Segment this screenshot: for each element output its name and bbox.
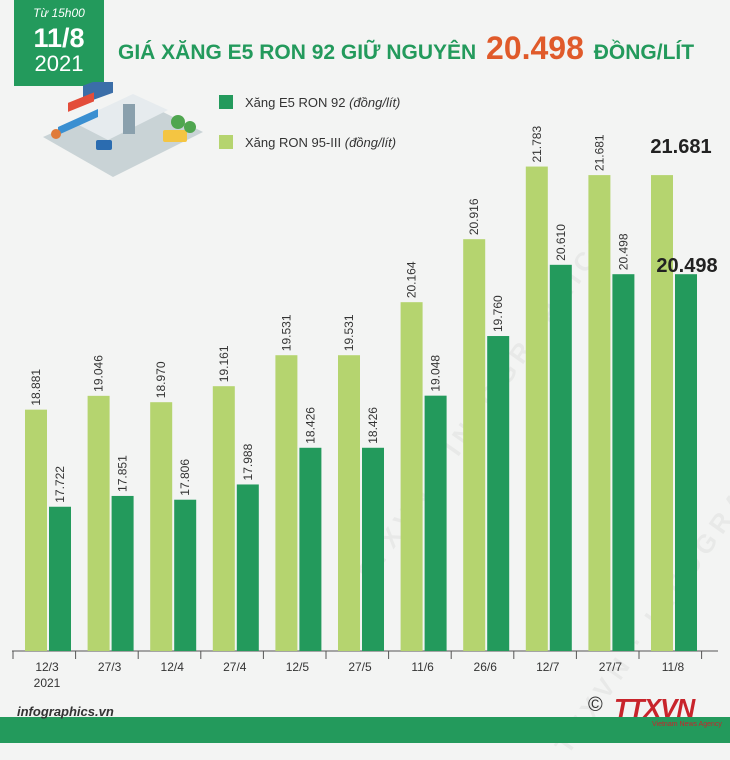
legend-swatch-ron95 xyxy=(219,135,233,149)
x-tick-label: 27/7 xyxy=(599,660,623,674)
legend-e5-unit: (đồng/lít) xyxy=(349,94,401,110)
from-time-label: Từ 15h00 xyxy=(33,6,85,20)
x-tick-label: 12/3 xyxy=(35,660,59,674)
x-tick-label: 12/5 xyxy=(286,660,310,674)
bar-e5 xyxy=(487,336,510,651)
data-label-ron95: 21.783 xyxy=(530,126,544,163)
data-label-e5: 17.988 xyxy=(241,443,255,480)
title-value: 20.498 xyxy=(486,30,584,66)
x-tick-label: 11/6 xyxy=(411,660,434,674)
bar-e5 xyxy=(236,484,259,651)
data-label-ron95: 19.531 xyxy=(342,314,356,351)
legend-e5-name: Xăng E5 RON 92 xyxy=(245,94,346,110)
data-label-e5: 18.426 xyxy=(366,407,380,444)
bar-ron95 xyxy=(400,302,423,651)
bar-ron95 xyxy=(87,395,110,651)
copyright-icon: © xyxy=(588,694,603,716)
title-unit: ĐỒNG/LÍT xyxy=(593,41,695,64)
bar-e5 xyxy=(675,274,697,651)
bar-e5 xyxy=(174,499,197,651)
data-label-ron95: 19.046 xyxy=(92,355,106,392)
bar-ron95 xyxy=(212,386,235,651)
bar-e5 xyxy=(612,274,635,651)
legend-ron95-unit: (đồng/lít) xyxy=(344,134,397,150)
title-prefix: GIÁ XĂNG E5 RON 92 GIỮ NGUYÊN xyxy=(118,41,477,64)
bar-chart: 18.881 17.722 12/3 19.046 17.851 27/3 18.970 17… xyxy=(12,126,718,690)
data-label-e5: 17.722 xyxy=(53,466,67,503)
bar-ron95 xyxy=(463,239,486,651)
x-tick-label: 12/7 xyxy=(536,660,560,674)
footer-bar xyxy=(0,717,730,743)
data-label-ron95: 20.916 xyxy=(467,198,481,235)
x-tick-label: 27/5 xyxy=(348,660,372,674)
x-tick-label: 11/8 xyxy=(662,660,685,674)
bar-e5 xyxy=(549,264,572,651)
bar-e5 xyxy=(362,447,384,651)
x-tick-label: 27/4 xyxy=(223,660,247,674)
ttxvn-logo: TTXVN xyxy=(614,693,695,723)
data-label-ron95: 21.681 xyxy=(592,134,606,171)
bar-e5 xyxy=(299,447,322,651)
data-label-e5: 19.048 xyxy=(429,355,443,392)
data-label-e5: 18.426 xyxy=(303,407,317,444)
date-label: 11/8 xyxy=(33,23,85,53)
x-tick-label: 27/3 xyxy=(98,660,122,674)
data-label-e5: 17.806 xyxy=(178,459,192,496)
bar-ron95 xyxy=(525,166,548,652)
data-label-e5: 17.851 xyxy=(116,455,130,492)
page-title: GIÁ XĂNG E5 RON 92 GIỮ NGUYÊN 20.498 ĐỒN… xyxy=(118,30,694,67)
bar-ron95 xyxy=(588,175,611,651)
legend-swatch-e5 xyxy=(219,95,233,109)
data-label-e5: 20.498 xyxy=(616,233,630,270)
year-label: 2021 xyxy=(34,51,84,76)
data-label-e5: 19.760 xyxy=(491,295,505,332)
data-label-ron95: 19.531 xyxy=(279,314,293,351)
data-label-ron95-highlight: 21.681 xyxy=(650,136,711,158)
date-box: Từ 15h00 11/8 2021 xyxy=(14,0,104,86)
data-label-ron95: 19.161 xyxy=(217,345,231,382)
legend-item-e5: Xăng E5 RON 92 (đồng/lít) xyxy=(219,93,400,111)
bar-ron95 xyxy=(338,355,360,651)
bar-ron95 xyxy=(150,402,173,651)
bar-ron95 xyxy=(651,175,673,651)
legend-ron95-name: Xăng RON 95-III xyxy=(245,134,342,150)
legend-item-ron95: Xăng RON 95-III (đồng/lít) xyxy=(219,133,400,151)
source-label: infographics.vn xyxy=(17,704,114,719)
bar-e5 xyxy=(424,395,447,651)
legend: Xăng E5 RON 92 (đồng/lít) Xăng RON 95-II… xyxy=(219,93,400,173)
data-label-e5-highlight: 20.498 xyxy=(656,255,717,277)
bar-e5 xyxy=(49,506,71,651)
x-year-label: 2021 xyxy=(34,676,61,690)
data-label-ron95: 20.164 xyxy=(405,261,419,298)
bar-e5 xyxy=(111,495,134,651)
data-label-ron95: 18.881 xyxy=(29,369,43,406)
x-tick-label: 26/6 xyxy=(474,660,498,674)
x-tick-label: 12/4 xyxy=(161,660,185,674)
logo-subtitle: Vietnam News Agency xyxy=(652,721,722,728)
bar-ron95 xyxy=(25,409,47,651)
bar-ron95 xyxy=(275,355,298,651)
gas-station-illustration xyxy=(43,82,203,177)
data-label-ron95: 18.970 xyxy=(154,361,168,398)
data-label-e5: 20.610 xyxy=(554,224,568,261)
